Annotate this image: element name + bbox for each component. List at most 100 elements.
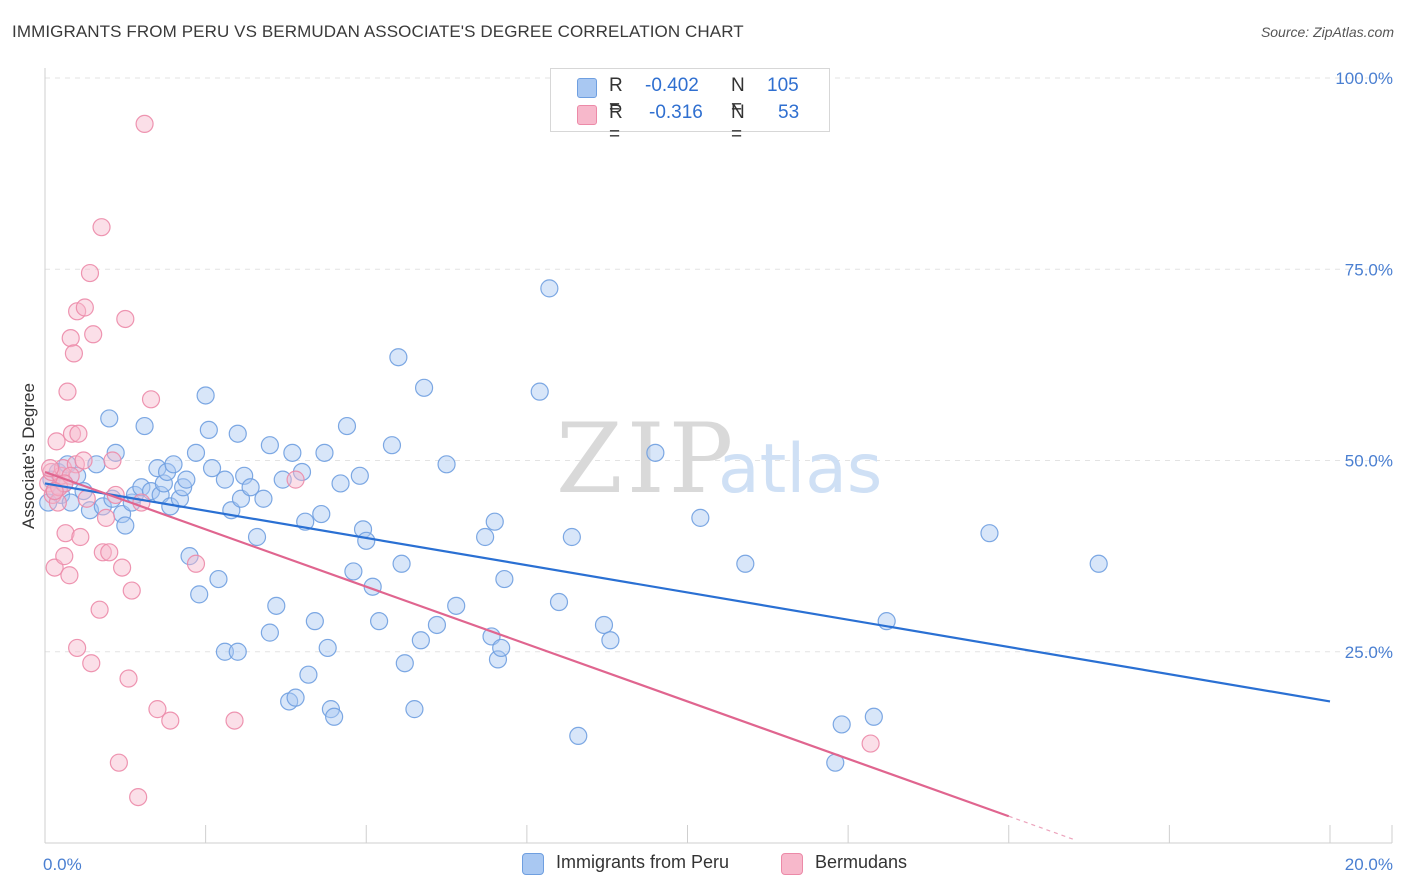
peru-point (215, 642, 234, 661)
peru-point (318, 638, 337, 658)
legend-r-value: -0.402 (645, 75, 699, 96)
peru-point (540, 279, 559, 298)
peru-point (832, 715, 851, 734)
peru-point (736, 554, 755, 573)
peru-point (476, 527, 495, 547)
peru-point (382, 436, 402, 455)
peru-point (370, 612, 389, 631)
bermudan-point (62, 424, 82, 443)
bermudan-point (58, 382, 77, 401)
bermudan-point (80, 263, 100, 283)
peru-point (411, 631, 430, 650)
bermudan-point (47, 432, 66, 451)
peru-point (132, 478, 151, 497)
bermudan-point (90, 600, 109, 619)
peru-point (273, 470, 292, 489)
peru-point (325, 707, 344, 726)
peru-point (492, 638, 511, 658)
chart-source: Source: ZipAtlas.com (1260, 24, 1394, 40)
bermudan-point (60, 566, 79, 585)
bermudan-point (109, 753, 128, 772)
peru-point (594, 615, 614, 635)
legend-n-value: 53 (778, 102, 800, 123)
trend-lines (44, 470, 1331, 840)
legend-r-label: R = (609, 75, 623, 118)
peru-point (154, 474, 173, 493)
bermudan-point (286, 470, 305, 489)
peru-point (549, 592, 569, 612)
legend-r-label: R = (609, 102, 623, 145)
bermudan-point (64, 344, 84, 363)
peru-point (247, 527, 267, 547)
peru-point (405, 700, 424, 719)
peru-point (569, 726, 588, 746)
bermudan-point (56, 524, 75, 543)
peru-point (646, 443, 665, 462)
peru-point (344, 562, 363, 581)
peru-point (186, 443, 206, 462)
bermudan-point (82, 654, 101, 673)
bermudan-trend-line (44, 470, 1010, 818)
bermudan-point (48, 493, 67, 512)
chart-title: IMMIGRANTS FROM PERU VS BERMUDAN ASSOCIA… (12, 22, 744, 41)
peru-point (228, 642, 247, 661)
bermudan-point (119, 669, 138, 688)
bermudan-trend-extension (1008, 815, 1074, 840)
peru-point (395, 654, 414, 673)
peru-point (209, 569, 228, 589)
correlation-legend: R = -0.402 N = 105 R = -0.316 N = 53 (550, 68, 830, 145)
peru-point (495, 569, 514, 589)
peru-point (235, 466, 254, 485)
bermudan-point (74, 451, 93, 470)
peru-point (331, 474, 350, 493)
peru-point (299, 665, 318, 684)
legend-n-value: 105 (767, 75, 799, 96)
peru-point (350, 466, 369, 485)
y-axis-label: Associate's Degree (19, 383, 38, 529)
bermudan-point (92, 218, 111, 237)
peru-point (260, 623, 279, 642)
peru-point (530, 382, 549, 401)
peru-point (215, 470, 234, 489)
bermudan-point (96, 508, 116, 527)
peru-point (562, 527, 581, 547)
bermudan-point (161, 711, 180, 730)
peru-point (267, 596, 286, 615)
series-label-bermudans: Bermudans (815, 852, 908, 872)
peru-point (437, 455, 456, 474)
legend-swatch-blue (577, 78, 597, 98)
series-label-peru: Immigrants from Peru (556, 852, 730, 872)
bermudan-point (141, 390, 161, 409)
bermudan-point (69, 424, 88, 443)
bermudan-point (100, 543, 119, 562)
bermudan-point (122, 581, 141, 600)
bermudan-point (135, 114, 154, 134)
peru-point (691, 508, 710, 527)
bermudan-point (84, 325, 103, 344)
peru-point (228, 424, 247, 443)
series-legend: Immigrants from Peru Bermudans (0, 852, 1406, 876)
peru-point (601, 631, 620, 650)
legend-r-value: -0.316 (649, 102, 703, 123)
bermudan-point (225, 711, 244, 730)
bermudan-point (116, 309, 135, 329)
y-tick-label: 100.0% (1335, 69, 1393, 88)
bermudan-point (129, 787, 148, 807)
grid-lines (45, 77, 1392, 653)
peru-point (254, 489, 273, 508)
peru-point (199, 420, 218, 439)
peru-point (100, 409, 119, 428)
peru-point (196, 386, 215, 405)
y-tick-label: 75.0% (1345, 260, 1393, 279)
peru-point (312, 504, 331, 524)
peru-point (190, 585, 209, 604)
bermudan-point (68, 638, 87, 658)
peru-point (389, 348, 408, 367)
peru-point (357, 531, 376, 550)
legend-swatch-pink (577, 105, 597, 125)
watermark: ZIP atlas (556, 403, 882, 515)
peru-point (447, 596, 466, 615)
data-points (39, 114, 1108, 807)
peru-point (116, 516, 135, 535)
